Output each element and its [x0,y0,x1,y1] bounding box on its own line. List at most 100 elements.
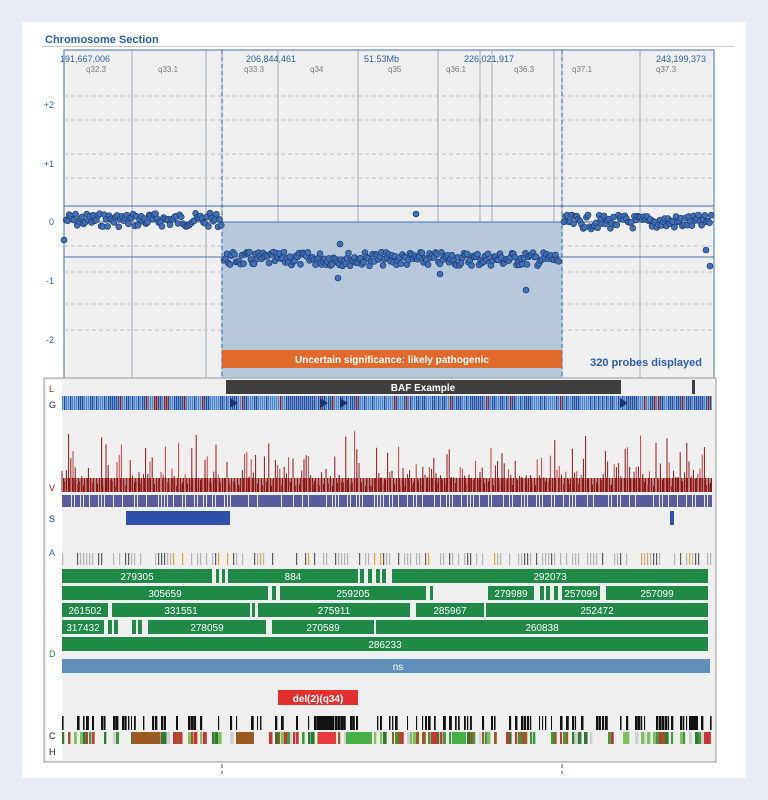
gene-mark [568,396,570,410]
density-gap [257,495,258,507]
gene-mark [292,396,294,410]
cytoband-mark [680,716,683,730]
cytoband-mark [596,716,599,730]
gene-mark [476,396,478,410]
cytoband-mark [458,716,460,730]
cytoband-mark [449,716,452,730]
density-gap [611,495,612,507]
cytoband-mark [494,716,496,730]
annotation-mark [707,553,709,565]
gene-mark [188,396,190,410]
conservation-mark [236,732,254,744]
gene-mark [562,396,564,410]
gene-mark [108,396,110,410]
probe-point [360,258,367,266]
baf-example-bar[interactable] [226,380,621,394]
conservation-mark [467,732,471,744]
gene-mark [114,396,116,410]
conservation-mark [318,732,336,744]
cytoband-mark [83,716,85,730]
conservation-mark [164,732,167,744]
probe-point [265,259,273,267]
cnv-label: 305659 [148,589,182,600]
probe-point [701,212,709,219]
density-gap [659,495,660,507]
gene-mark [644,396,646,410]
gene-mark [630,396,632,410]
cytoband-mark [191,716,194,730]
segment-classification-bar[interactable] [222,350,562,368]
cnv-bar [114,620,118,634]
plot-area[interactable]: Uncertain significance: likely pathogeni… [60,49,715,774]
annotation-mark [653,553,655,565]
gene-mark [528,396,530,410]
gene-mark [102,396,104,410]
annotation-mark [314,553,316,565]
conservation-mark [485,732,488,744]
gene-mark [682,396,684,410]
segmental-dup-block[interactable] [670,511,674,525]
gene-mark [510,396,512,410]
cytoband-mark [125,716,127,730]
gene-mark [690,396,692,410]
segmental-dup-block[interactable] [126,511,230,525]
conservation-mark [293,732,296,744]
gene-mark [378,396,380,410]
density-gap [158,495,159,507]
gene-mark [198,396,200,410]
gene-mark [116,396,118,410]
cnv-bar [392,569,708,583]
gene-mark [584,396,586,410]
cytoband-mark [467,716,469,730]
gene-mark [286,396,288,410]
annotation-mark [227,553,229,565]
probe-point [584,211,592,219]
gene-mark [176,396,178,410]
cnv-bar [416,603,484,617]
gene-mark [318,396,320,410]
variant-track[interactable] [61,431,712,492]
annotation-mark [548,553,550,565]
density-gap [80,495,81,507]
gene-mark [410,396,412,410]
del-q34-bar[interactable] [278,690,358,705]
cytoband-mark [671,716,674,730]
gene-mark [256,396,258,410]
gene-mark [214,396,216,410]
gene-mark [212,396,214,410]
cytoband-mark [377,716,379,730]
conservation-mark [443,732,446,744]
baf-example-label: BAF Example [391,383,456,394]
cnv-tracks[interactable]: 279305 884 292073 305659 259205 279989 257099 2… [62,569,708,651]
gene-mark [492,396,494,410]
gene-mark [238,396,240,410]
y-tick: -1 [46,276,54,286]
gene-mark [356,396,358,410]
annotation-mark [323,553,325,565]
ns-bar[interactable] [62,659,710,673]
probe-point [115,223,123,231]
probe-point [555,257,562,265]
gene-track[interactable] [62,396,712,410]
density-gap [608,495,609,507]
density-gap [668,495,669,507]
cnv-bar [606,586,708,600]
annotation-mark [602,553,604,565]
gene-mark [436,396,438,410]
cnv-label: 285967 [433,606,467,617]
gene-mark [194,396,196,410]
gene-mark [84,396,86,410]
gene-mark [522,396,524,410]
annotation-mark [407,553,409,565]
gene-mark [166,396,168,410]
gene-mark [554,396,556,410]
gene-mark [392,396,394,410]
probe-points[interactable] [60,209,715,294]
annotation-mark [545,553,547,565]
gene-mark [304,396,306,410]
gene-mark [412,396,414,410]
conservation-mark [407,732,411,744]
density-gap [587,495,588,507]
annotation-mark [443,553,445,565]
cytoband-mark [143,716,145,730]
